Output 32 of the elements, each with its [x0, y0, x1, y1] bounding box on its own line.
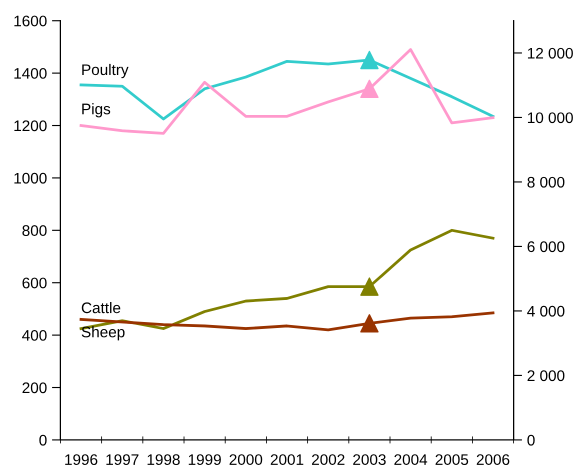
y2-tick-label: 4 000: [527, 306, 564, 317]
series-label: Poultry: [82, 64, 129, 78]
y2-tick-label: 2 000: [528, 370, 564, 382]
y-tick-label: 800: [22, 225, 47, 236]
series-label: Sheep: [82, 326, 125, 340]
y2-tick-label: 10 000: [528, 112, 573, 124]
y-tick-label: 1600: [14, 16, 47, 26]
y-tick-label: 1400: [14, 68, 47, 79]
y2-tick-label: 0: [527, 434, 535, 446]
x-tick-label: 2006: [476, 454, 510, 466]
y2-tick-label: 12 000: [528, 48, 573, 59]
line-series: [80, 48, 494, 135]
x-tick-label: 1998: [148, 454, 180, 466]
x-tick-label: 2002: [312, 454, 344, 466]
y-tick-label: 400: [22, 330, 47, 341]
x-tick-label: 1997: [106, 454, 138, 466]
x-tick-label: 2004: [394, 454, 428, 466]
y2-tick-label: 6 000: [528, 241, 564, 252]
y-tick-label: 600: [22, 278, 47, 288]
x-tick-label: 2005: [436, 454, 468, 466]
y-tick-label: 1200: [14, 120, 47, 132]
x-tick-label: 2003: [353, 454, 386, 466]
x-tick-label: 2001: [270, 454, 304, 466]
x-tick-label: 1999: [188, 454, 221, 466]
y-tick-label: 200: [22, 382, 47, 394]
x-tick-label: 1996: [65, 454, 98, 466]
y-tick-label: 0: [39, 434, 47, 446]
x-tick-label: 2000: [230, 454, 262, 466]
series-label: Pigs: [82, 103, 110, 118]
series-label: Cattle: [82, 302, 120, 314]
y-tick-label: 1000: [14, 172, 47, 184]
y2-tick-label: 8 000: [527, 176, 564, 188]
